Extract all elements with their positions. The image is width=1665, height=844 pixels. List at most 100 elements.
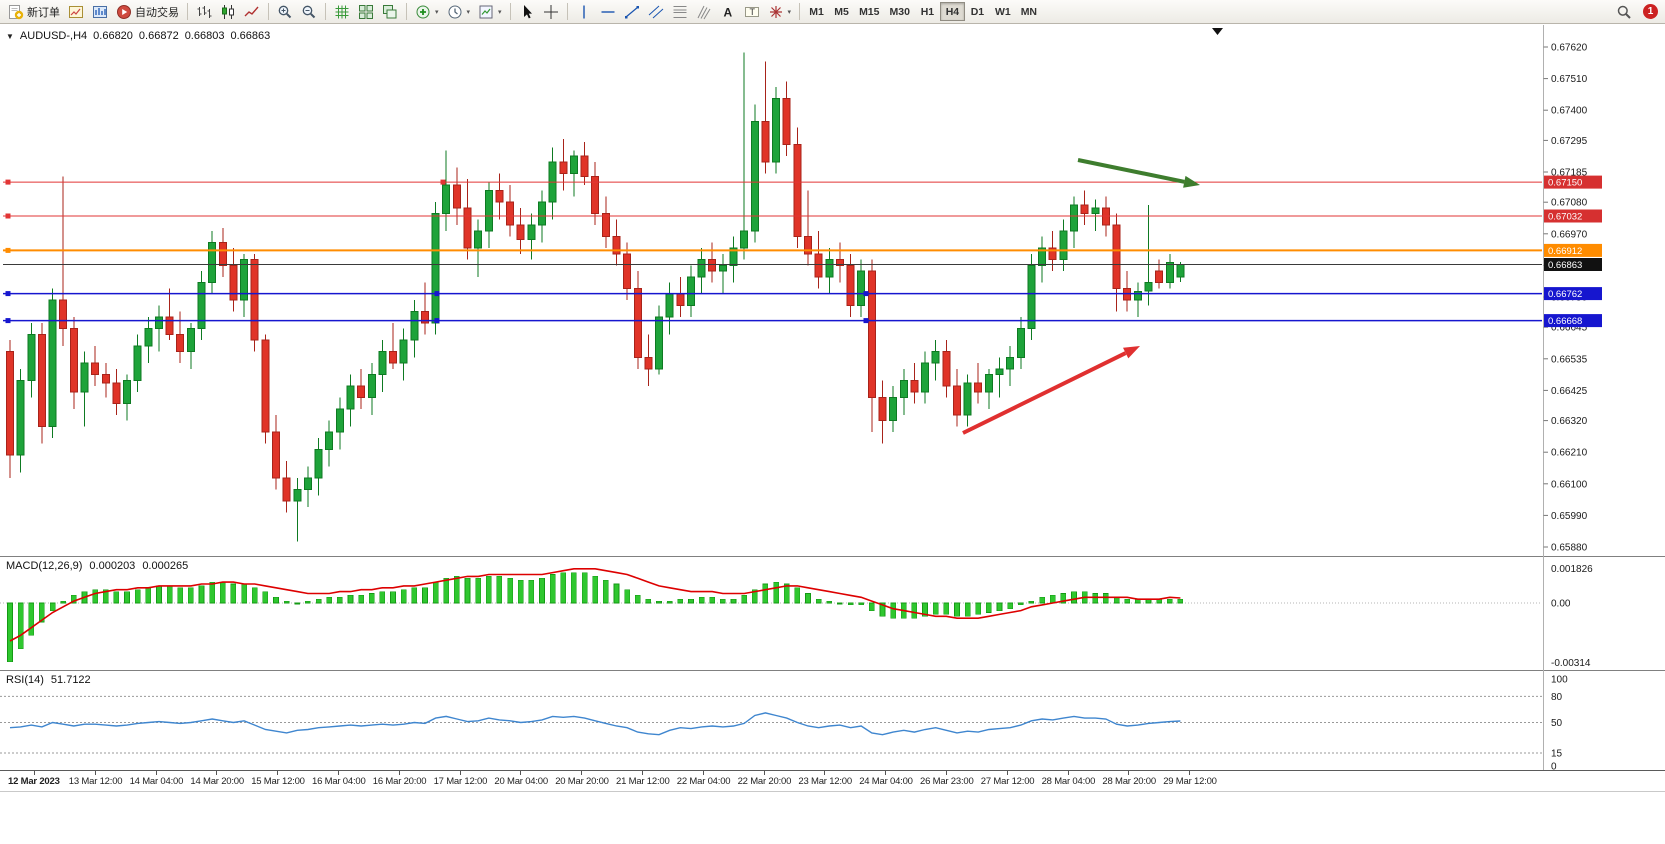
time-label: 21 Mar 12:00: [616, 776, 670, 787]
andrews-pitchfork-button[interactable]: [692, 2, 716, 22]
toolbar-separator: [566, 3, 568, 20]
equidistant-channel-button[interactable]: [644, 2, 668, 22]
tf-m15[interactable]: M15: [854, 2, 884, 21]
macd-panel: 0.001826 0.00 -0.00314: [0, 556, 1665, 670]
auto-arrange-button[interactable]: [330, 2, 354, 22]
zoom-in-button[interactable]: [273, 2, 297, 22]
candles-layer: [6, 52, 1185, 542]
time-tick: [398, 771, 400, 775]
svg-text:0.66863: 0.66863: [1548, 260, 1582, 271]
new-chart-button[interactable]: [64, 2, 88, 22]
trendline-button[interactable]: [620, 2, 644, 22]
time-tick: [763, 771, 765, 775]
svg-text:0.67080: 0.67080: [1551, 198, 1588, 209]
dropdown-caret-icon: ▾: [466, 8, 471, 16]
time-tick: [946, 771, 947, 775]
new-chart-icon: [68, 4, 84, 20]
new-order-button[interactable]: 新订单: [4, 2, 64, 22]
time-tick: [702, 771, 704, 775]
time-label: 26 Mar 23:00: [920, 776, 974, 787]
time-tick: [1067, 771, 1069, 775]
bar-open-value: 0.66820: [93, 30, 133, 42]
tf-m30[interactable]: M30: [885, 2, 915, 21]
search-button[interactable]: [1612, 2, 1636, 22]
time-label: 16 Mar 20:00: [372, 776, 427, 787]
macd-signal-line: [9, 568, 1181, 642]
toolbar-separator: [325, 3, 326, 20]
tile-windows-button[interactable]: [354, 2, 378, 22]
zoom-out-button[interactable]: [297, 2, 321, 22]
support-line-1-price-tag: 0.66762: [1544, 287, 1602, 301]
tf-d1[interactable]: D1: [965, 2, 990, 21]
shapes-button[interactable]: ▾: [764, 2, 796, 22]
macd-value-1: 0.000203: [89, 560, 136, 572]
templates-button[interactable]: ▾: [474, 2, 506, 22]
svg-text:0.66645: 0.66645: [1551, 323, 1588, 334]
crosshair-button[interactable]: [539, 2, 563, 22]
macd-label: MACD(12,26,9) 0.000203 0.000265: [6, 560, 188, 572]
autotrading-button[interactable]: 自动交易: [112, 2, 183, 22]
cascade-windows-button[interactable]: [378, 2, 402, 22]
svg-text:0.67032: 0.67032: [1548, 212, 1582, 223]
resistance-line-1-price-tag: 0.67150: [1544, 175, 1602, 189]
svg-text:0.67150: 0.67150: [1548, 178, 1582, 189]
text-label-button[interactable]: T: [740, 2, 764, 22]
rsi-chart-canvas[interactable]: 100 80 50 15 0: [0, 670, 1665, 773]
support-line-1[interactable]: [3, 291, 1542, 297]
chart-header: ▼ AUDUSD-,H4 0.66820 0.66872 0.66803 0.6…: [6, 30, 270, 42]
profiles-button[interactable]: [88, 2, 112, 22]
svg-text:0.66970: 0.66970: [1551, 229, 1588, 240]
dropdown-caret-icon: ▾: [787, 8, 792, 16]
macd-axis[interactable]: 0.001826 0.00 -0.00314: [1551, 564, 1593, 669]
line-chart-button[interactable]: [240, 2, 264, 22]
pitchfork-icon: [696, 4, 712, 20]
time-label: 14 Mar 04:00: [129, 776, 184, 787]
indicators-button[interactable]: ▾: [411, 2, 443, 22]
horizontal-line-button[interactable]: [596, 2, 620, 22]
macd-chart-canvas[interactable]: 0.001826 0.00 -0.00314: [0, 556, 1665, 670]
green-trend-arrow[interactable]: [1077, 158, 1200, 188]
cursor-button[interactable]: [515, 2, 539, 22]
bar-chart-button[interactable]: [192, 2, 216, 22]
svg-text:0.66425: 0.66425: [1551, 386, 1588, 397]
candlestick-chart-button[interactable]: [216, 2, 240, 22]
resistance-line-1[interactable]: [3, 179, 1542, 185]
tf-m5[interactable]: M5: [829, 2, 854, 21]
red-trend-arrow[interactable]: [962, 346, 1140, 435]
rsi-name: RSI(14): [6, 674, 44, 686]
time-label: 29 Mar 12:00: [1163, 776, 1217, 787]
time-tick: [885, 771, 887, 775]
vertical-line-button[interactable]: [572, 2, 596, 22]
resistance-line-2[interactable]: [3, 213, 1542, 219]
tf-m1[interactable]: M1: [804, 2, 829, 21]
candles-icon: [220, 4, 236, 20]
time-label: 22 Mar 04:00: [676, 776, 731, 787]
chart-shift-marker[interactable]: [1212, 28, 1223, 35]
periods-button[interactable]: ▾: [443, 2, 475, 22]
support-line-2[interactable]: [3, 318, 1542, 324]
notification-badge[interactable]: 1: [1643, 4, 1658, 19]
tf-w1[interactable]: W1: [990, 2, 1016, 21]
svg-text:-0.00314: -0.00314: [1551, 658, 1591, 669]
time-tick: [155, 771, 157, 775]
price-chart-canvas[interactable]: 0.67620 0.67510 0.67400 0.67295 0.67185 0.670…: [0, 25, 1665, 556]
time-tick: [824, 771, 826, 775]
tf-h4[interactable]: H4: [939, 2, 965, 21]
text-button[interactable]: A: [716, 2, 740, 22]
svg-text:0.67185: 0.67185: [1551, 168, 1588, 179]
rsi-axis[interactable]: 100 80 50 15 0: [1551, 675, 1568, 773]
toolbar-separator: [406, 3, 407, 20]
time-label: 23 Mar 12:00: [798, 776, 852, 787]
macd-histogram: [7, 572, 1184, 663]
tile-icon: [358, 4, 374, 20]
toolbar: 新订单 自动交易 ▾ ▾ ▾ A T ▾ M1 M5 M15 M30 H1 H4 D1 W1 MN 1: [0, 0, 1665, 24]
tf-mn[interactable]: MN: [1016, 2, 1042, 21]
pivot-line-orange[interactable]: [3, 247, 1542, 253]
symbol-dropdown-icon[interactable]: ▼: [6, 31, 14, 41]
symbol-title: AUDUSD-,H4: [19, 30, 88, 42]
line-icon: [244, 4, 260, 20]
macd-name: MACD(12,26,9): [6, 560, 83, 572]
time-axis[interactable]: 12 Mar 2023 13 Mar 12:00 14 Mar 04:00 14 Ma…: [0, 770, 1665, 792]
tf-h1[interactable]: H1: [915, 2, 940, 21]
fibonacci-button[interactable]: [668, 2, 692, 22]
